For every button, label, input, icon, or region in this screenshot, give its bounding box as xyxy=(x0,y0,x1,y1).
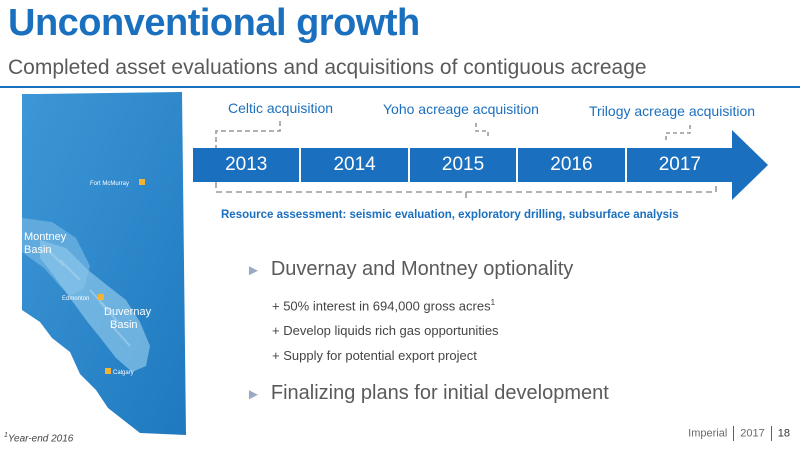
year-2016: 2016 xyxy=(518,148,627,182)
timeline-bar: 2013 2014 2015 2016 2017 xyxy=(193,148,734,182)
sub-bullet-liquids: + Develop liquids rich gas opportunities xyxy=(272,323,499,338)
alberta-map: Fort McMurray Montney Basin Edmonton Duv… xyxy=(22,92,186,435)
celtic-connector xyxy=(215,121,281,148)
bullet-arrow-icon: ► xyxy=(246,262,261,279)
montney-label-line1: Montney xyxy=(24,231,67,243)
edmonton-marker xyxy=(98,294,104,300)
duvernay-label-line1: Duvernay xyxy=(104,306,152,318)
edmonton-label: Edmonton xyxy=(62,296,89,302)
footnote-text: Year-end 2016 xyxy=(7,433,74,445)
sub-bullet-interest: + 50% interest in 694,000 gross acres1 xyxy=(272,298,495,313)
yoho-acquisition-label: Yoho acreage acquisition xyxy=(383,101,539,117)
year-2017: 2017 xyxy=(626,148,734,182)
timeline-connectors xyxy=(215,121,717,202)
page-title: Unconventional growth xyxy=(8,2,420,44)
footer-separator xyxy=(770,426,772,441)
footer-year: 2017 xyxy=(740,427,765,440)
calgary-label: Calgary xyxy=(113,370,134,376)
fort-mcmurray-label: Fort McMurray xyxy=(90,181,129,187)
bullet-arrow-icon: ► xyxy=(246,386,261,403)
slide-footer: Imperial 2017 18 xyxy=(688,426,790,441)
calgary-marker xyxy=(105,368,111,374)
year-2014: 2014 xyxy=(301,148,410,182)
bullet-optionality: ► Duvernay and Montney optionality xyxy=(246,258,573,281)
timeline-arrow-icon xyxy=(732,130,768,200)
yoho-connector xyxy=(475,123,489,139)
resource-assessment-label: Resource assessment: seismic evaluation,… xyxy=(221,209,679,221)
year-2015: 2015 xyxy=(409,148,519,182)
sub-bullet-export: + Supply for potential export project xyxy=(272,348,477,363)
fort-mcmurray-marker xyxy=(139,179,145,185)
footnote: 1Year-end 2016 xyxy=(4,432,73,444)
footer-separator xyxy=(733,426,735,441)
bullet-development: ► Finalizing plans for initial developmen… xyxy=(246,382,609,405)
footnote-number: 1 xyxy=(4,432,8,439)
page-subtitle: Completed asset evaluations and acquisit… xyxy=(8,56,647,79)
sub-bullet-interest-text: + 50% interest in 694,000 gross acres xyxy=(272,298,491,314)
celtic-acquisition-label: Celtic acquisition xyxy=(228,100,334,116)
resource-assessment-bracket xyxy=(215,182,717,202)
title-divider xyxy=(0,86,800,88)
basin-texture xyxy=(47,249,131,347)
year-2013: 2013 xyxy=(193,148,302,182)
footnote-ref: 1 xyxy=(490,298,496,307)
bullet-optionality-text: Duvernay and Montney optionality xyxy=(270,258,574,280)
bullet-development-text: Finalizing plans for initial development xyxy=(270,382,609,404)
trilogy-connector xyxy=(665,125,691,141)
footer-page-number: 18 xyxy=(777,427,790,440)
trilogy-acquisition-label: Trilogy acreage acquisition xyxy=(589,103,756,119)
montney-label-line2: Basin xyxy=(24,244,52,256)
footer-company: Imperial xyxy=(688,427,728,440)
duvernay-label-line2: Basin xyxy=(110,319,138,331)
